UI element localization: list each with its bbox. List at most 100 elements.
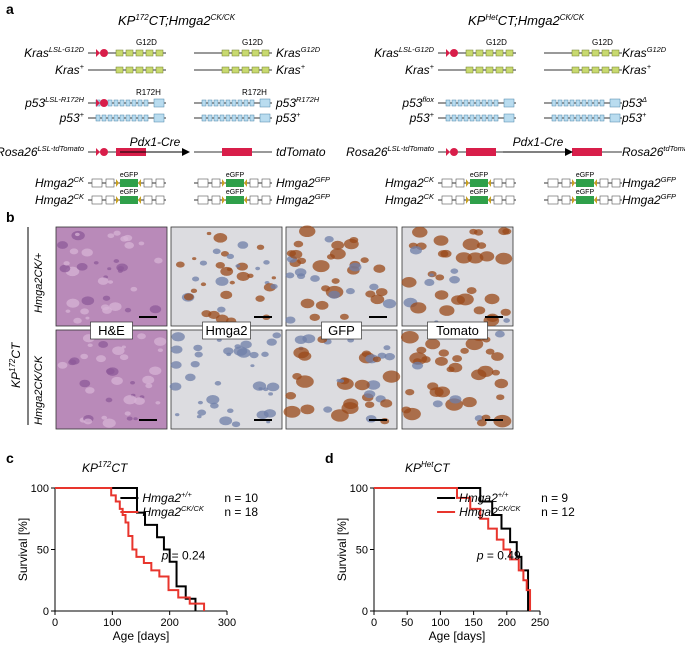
mutation-label: G12D [136, 38, 157, 47]
tissue-blob [197, 400, 203, 405]
tissue-blob [372, 356, 382, 363]
x-axis-label: Age [days] [429, 629, 486, 643]
exon-box [493, 178, 503, 188]
exon-box [475, 66, 484, 74]
frt-site [594, 196, 597, 204]
egfp-box [576, 179, 594, 187]
frt-site [138, 196, 141, 204]
tissue-blob [57, 361, 68, 369]
exon-box [135, 66, 144, 74]
tissue-blob [200, 282, 207, 287]
histology-image [169, 329, 283, 430]
cassette-label: eGFP [120, 172, 139, 179]
genotype-schematic-left: KrasLSL-G12D KrasG12D G12D G12D Kras+ Kras+ p5… [0, 38, 330, 207]
tissue-blob [462, 397, 477, 408]
panel-c-title: KP172CT [82, 460, 129, 475]
exon-box [493, 99, 499, 107]
legend-n: n = 12 [541, 505, 575, 519]
tissue-blob [59, 264, 71, 273]
allele-label-right: p53R172H [275, 95, 320, 110]
tissue-blob [124, 307, 132, 313]
tissue-blob [142, 375, 155, 385]
exon-box [221, 49, 230, 57]
tissue-blob [130, 381, 136, 385]
tissue-blob [321, 285, 330, 292]
exon-box [249, 178, 259, 188]
exon-box [611, 195, 621, 205]
exon-box [145, 66, 154, 74]
exon-box [231, 66, 240, 74]
cre-label: Pdx1-Cre [130, 135, 181, 149]
stain-label: H&E [98, 323, 125, 338]
exon-box [571, 49, 580, 57]
tissue-blob [102, 418, 116, 428]
tissue-blob [124, 411, 131, 416]
tissue-blob [471, 369, 487, 381]
exon-box [601, 66, 610, 74]
allele-label-right: Hmga2GFP [622, 192, 676, 207]
tissue-blob [66, 298, 80, 308]
stain-label: Tomato [436, 323, 479, 338]
exon-box [231, 49, 240, 57]
exon-box [237, 99, 243, 107]
tissue-blob [74, 232, 80, 237]
tissue-blob [256, 244, 265, 250]
frt-site [572, 196, 575, 204]
exon-box [219, 99, 225, 107]
tissue-blob [401, 277, 417, 288]
tissue-blob [485, 348, 495, 355]
tissue-blob [206, 231, 212, 236]
tissue-blob [285, 392, 297, 400]
tissue-blob [237, 241, 249, 249]
tissue-blob [365, 290, 376, 298]
tissue-blob [401, 406, 412, 414]
exon-box [153, 113, 165, 123]
tissue-blob [213, 233, 228, 243]
tissue-blob [69, 357, 80, 365]
exon-box [237, 114, 243, 122]
frt-site [466, 179, 469, 187]
loxp-site [96, 148, 100, 156]
allele-label-left: p53+ [59, 110, 85, 125]
exon-box [457, 114, 463, 122]
stain-label-box [202, 321, 251, 340]
egfp-box [576, 196, 594, 204]
tissue-blob [214, 381, 222, 386]
tissue-blob [111, 376, 123, 385]
stop-cassette [450, 49, 458, 57]
tissue-blob [149, 305, 162, 314]
tissue-blob [345, 288, 355, 295]
exon-box [155, 49, 164, 57]
tissue-blob [134, 397, 145, 405]
allele-label-right: Hmga2GFP [276, 192, 330, 207]
tissue-blob [296, 375, 314, 388]
tissue-blob [174, 413, 180, 417]
exon-box [143, 178, 153, 188]
tissue-blob [87, 343, 93, 348]
exon-box [495, 66, 504, 74]
tissue-blob [102, 306, 112, 314]
y-tick-label: 50 [356, 545, 368, 557]
exon-box [493, 195, 503, 205]
cre-arrowhead [565, 148, 573, 156]
exon-box [105, 178, 115, 188]
exon-box [611, 178, 621, 188]
tissue-blob [312, 260, 330, 273]
tissue-blob [285, 272, 295, 279]
exon-box [599, 99, 605, 107]
tissue-blob [494, 378, 509, 389]
y-axis-label: Survival [%] [16, 518, 30, 581]
frt-site [244, 196, 247, 204]
tissue-blob [315, 300, 329, 310]
exon-box [249, 195, 259, 205]
exon-box [125, 49, 134, 57]
tissue-blob [96, 355, 106, 363]
exon-box [261, 195, 271, 205]
tissue-blob [283, 405, 301, 418]
exon-box [457, 99, 463, 107]
exon-box [213, 99, 219, 107]
y-tick-label: 100 [350, 483, 368, 495]
tissue-blob [65, 309, 71, 313]
tissue-blob [197, 409, 207, 416]
x-tick-label: 100 [431, 617, 449, 629]
